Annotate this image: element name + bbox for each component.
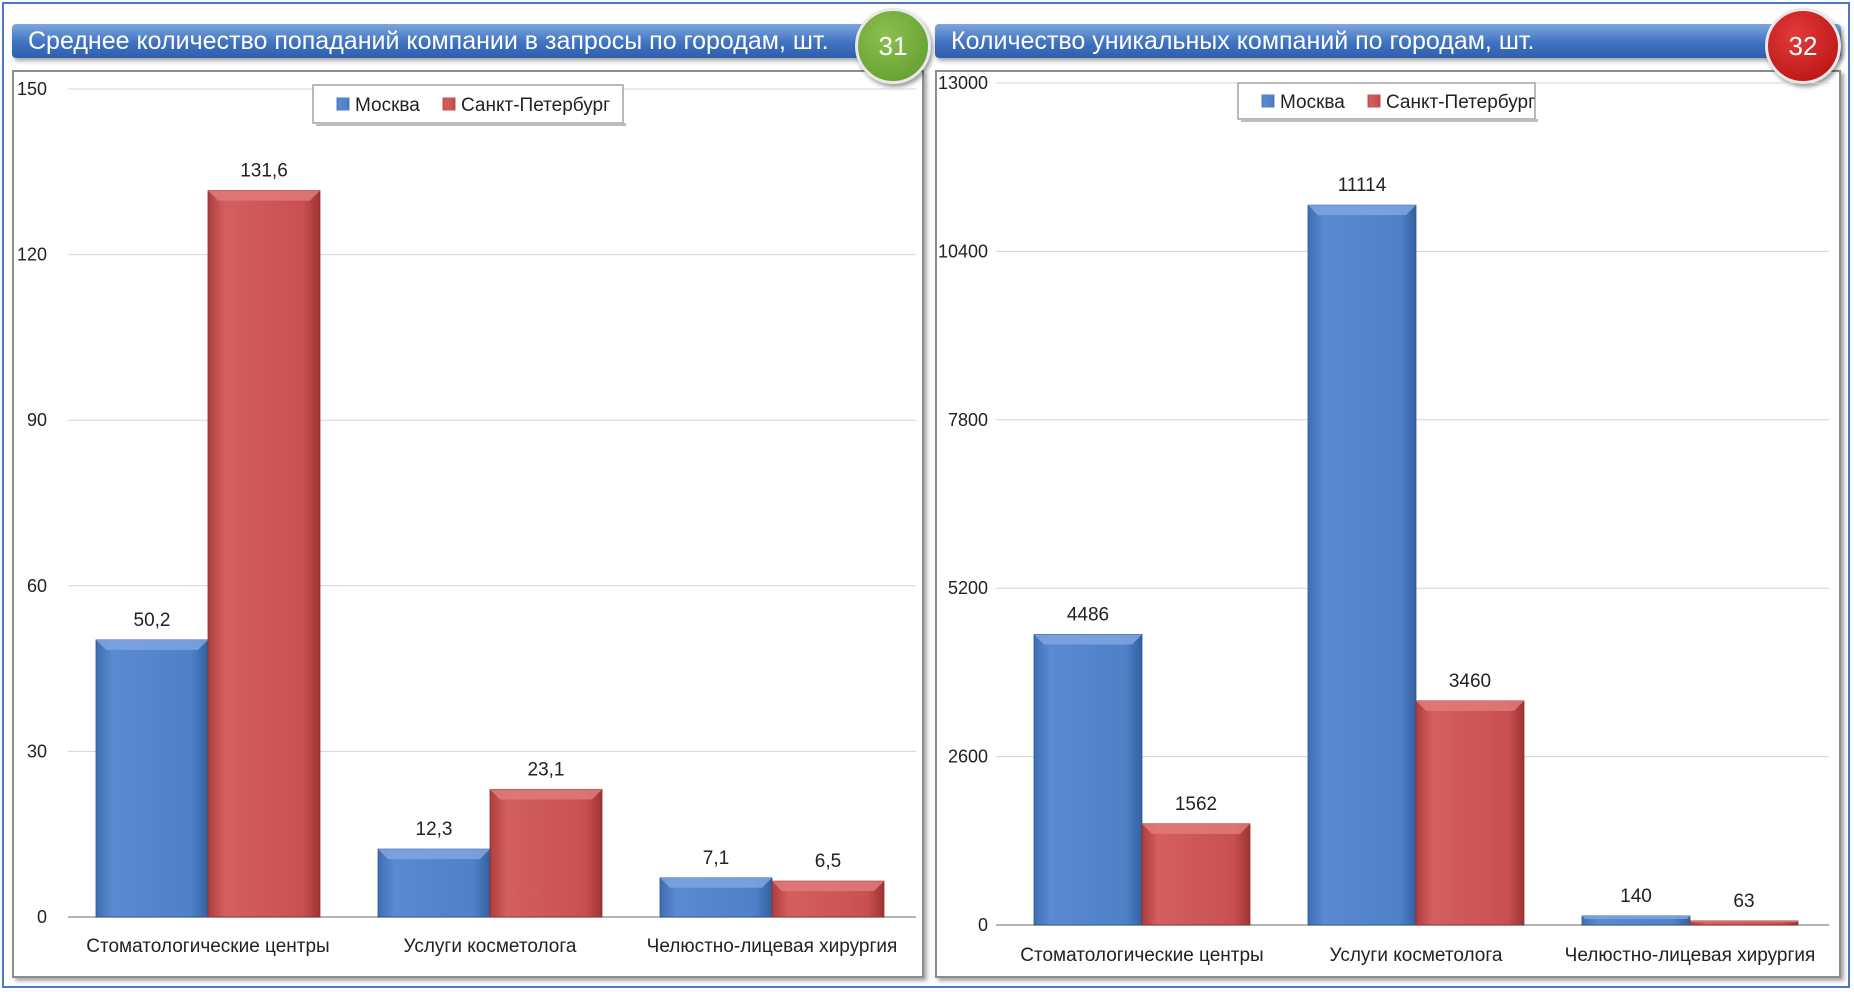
y-tick-label: 10400: [938, 241, 988, 261]
data-label: 140: [1620, 886, 1652, 907]
bar-body: [1141, 823, 1251, 926]
legend-swatch-moscow: [336, 97, 350, 111]
data-label: 12,3: [416, 819, 453, 840]
legend-swatch-spb: [442, 97, 456, 111]
y-tick-label: 150: [17, 79, 47, 99]
bar-spb: [1415, 700, 1525, 926]
y-tick-label: 0: [37, 907, 47, 927]
bar-spb: [771, 880, 885, 918]
legend-label: Москва: [355, 95, 420, 116]
y-tick-label: 13000: [938, 73, 988, 93]
legend-shadow: [1241, 119, 1538, 122]
legend-box: [312, 84, 624, 124]
data-label: 131,6: [240, 161, 288, 182]
category-label: Челюстно-лицевая хирургия: [1565, 945, 1816, 966]
bar-moscow: [1581, 915, 1691, 926]
y-tick-label: 30: [27, 741, 47, 761]
data-label: 4486: [1067, 604, 1109, 625]
data-label: 11114: [1338, 175, 1387, 196]
data-label: 1562: [1175, 794, 1217, 815]
bar-moscow: [1307, 204, 1417, 926]
y-tick-label: 60: [27, 576, 47, 596]
bar-moscow: [1033, 634, 1143, 926]
data-label: 3460: [1449, 671, 1491, 692]
bar-bevel: [1308, 205, 1416, 216]
bar-body: [489, 789, 603, 918]
bar-spb: [1141, 823, 1251, 926]
legend-box: [1237, 82, 1536, 120]
bar-bevel: [208, 190, 320, 201]
chart-number-badge-31: 31: [855, 8, 931, 84]
bar-spb: [489, 789, 603, 918]
bar-bevel: [1142, 823, 1250, 834]
bar-bevel: [490, 789, 602, 800]
category-label: Услуги косметолога: [1330, 945, 1503, 966]
legend: [1237, 82, 1538, 122]
bar-bevel: [772, 881, 884, 892]
category-label: Стоматологические центры: [1020, 945, 1263, 966]
data-label: 50,2: [134, 610, 171, 631]
category-label: Челюстно-лицевая хирургия: [647, 936, 898, 957]
y-tick-label: 5200: [948, 578, 988, 598]
bar-moscow: [95, 639, 209, 918]
category-label: Стоматологические центры: [86, 936, 329, 957]
y-tick-label: 2600: [948, 747, 988, 767]
bar-bevel: [660, 877, 772, 888]
bar-bevel: [378, 849, 490, 860]
category-label: Услуги косметолога: [404, 936, 577, 957]
chart-title-31: Среднее количество попаданий компании в …: [12, 24, 922, 58]
chart-title-32: Количество уникальных компаний по города…: [935, 24, 1841, 58]
data-label: 6,5: [815, 851, 841, 872]
legend: [312, 84, 626, 126]
bar-body: [377, 848, 491, 918]
chart-number-badge-32: 32: [1765, 8, 1841, 84]
bar-bevel: [96, 639, 208, 650]
bar-body: [207, 190, 321, 918]
bar-bevel: [1416, 700, 1524, 711]
data-label: 63: [1733, 891, 1754, 912]
bar-bevel: [1582, 915, 1690, 919]
legend-swatch-spb: [1367, 94, 1381, 108]
bar-body: [1415, 700, 1525, 926]
data-label: 7,1: [703, 848, 729, 869]
data-label: 23,1: [528, 759, 565, 780]
y-tick-label: 0: [978, 915, 988, 935]
bar-moscow: [659, 877, 773, 918]
bar-body: [1033, 634, 1143, 926]
legend-label: Санкт-Петербург: [1386, 92, 1535, 113]
legend-swatch-moscow: [1261, 94, 1275, 108]
bar-bevel: [1034, 634, 1142, 645]
bar-bevel: [1690, 920, 1798, 923]
bar-body: [1307, 204, 1417, 926]
bar-body: [95, 639, 209, 918]
legend-shadow: [316, 123, 626, 126]
bar-spb: [207, 190, 321, 918]
bar-spb: [1689, 920, 1799, 926]
y-tick-label: 120: [17, 245, 47, 265]
legend-label: Санкт-Петербург: [461, 95, 610, 116]
y-tick-label: 7800: [948, 410, 988, 430]
legend-label: Москва: [1280, 92, 1345, 113]
y-tick-label: 90: [27, 410, 47, 430]
bar-moscow: [377, 848, 491, 918]
